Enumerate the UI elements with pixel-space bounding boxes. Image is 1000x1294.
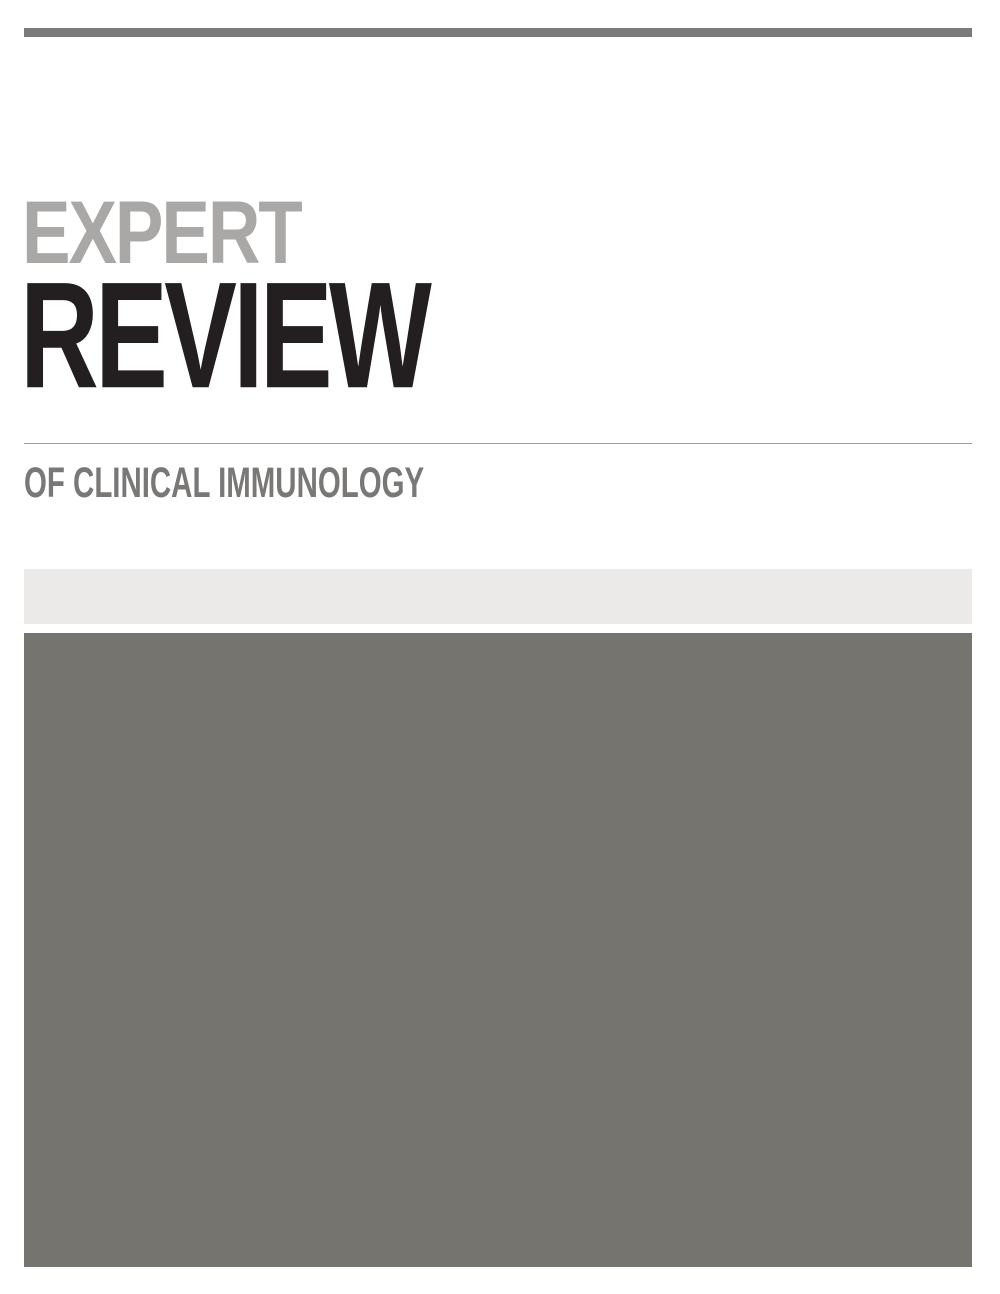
journal-title-expert: EXPERT [22,182,303,283]
cover-image-block [24,633,972,1267]
light-band [24,569,972,624]
journal-subtitle: OF CLINICAL IMMUNOLOGY [24,458,425,507]
journal-title-review: REVIEW [20,251,432,420]
top-bar [24,28,972,37]
divider-rule [24,443,972,444]
